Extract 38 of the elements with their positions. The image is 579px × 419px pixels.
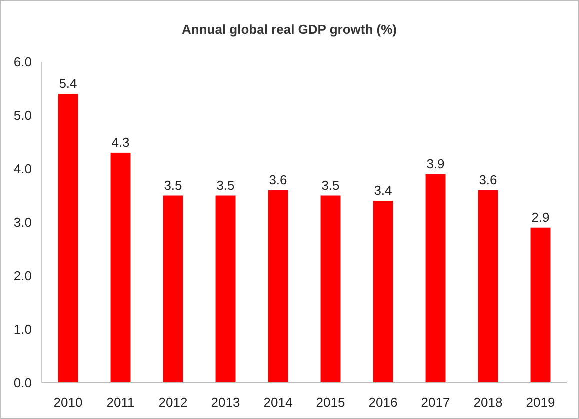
bar <box>426 174 446 383</box>
x-tick-label: 2019 <box>526 395 556 410</box>
x-tick-label: 2015 <box>316 395 346 410</box>
y-tick-label: 4.0 <box>14 162 32 177</box>
bar <box>58 94 78 383</box>
data-label: 4.3 <box>112 134 130 150</box>
data-label: 3.5 <box>322 178 340 193</box>
bar <box>216 196 236 383</box>
y-tick-label: 3.0 <box>14 215 32 230</box>
data-label: 3.6 <box>479 172 498 188</box>
y-tick-label: 0.0 <box>14 376 32 391</box>
data-label: 2.9 <box>532 210 550 225</box>
y-tick-label: 2.0 <box>14 268 32 284</box>
bar <box>110 152 131 383</box>
x-tick-label: 2012 <box>158 395 188 410</box>
y-tick-label: 6.0 <box>14 54 32 70</box>
x-tick-label: 2010 <box>54 395 83 410</box>
bar <box>373 201 394 383</box>
x-tick-label: 2017 <box>421 395 450 410</box>
bar <box>478 190 498 383</box>
data-label: 3.5 <box>216 178 235 193</box>
data-label: 3.6 <box>269 172 288 188</box>
bar <box>320 196 341 383</box>
x-tick-label: 2016 <box>368 395 398 410</box>
data-label: 3.9 <box>426 156 445 172</box>
y-tick-label: 5.0 <box>14 108 32 124</box>
data-label: 3.4 <box>374 183 392 198</box>
y-tick-label: 1.0 <box>14 322 32 338</box>
x-tick-label: 2014 <box>264 395 293 410</box>
bar <box>163 196 184 383</box>
chart-title: Annual global real GDP growth (%) <box>182 22 397 37</box>
x-tick-label: 2011 <box>106 395 135 410</box>
data-label: 5.4 <box>59 76 78 92</box>
x-tick-label: 2013 <box>211 395 240 410</box>
data-label: 3.5 <box>164 178 182 193</box>
x-tick-label: 2018 <box>474 395 503 410</box>
bar <box>530 228 551 383</box>
bar <box>268 190 288 383</box>
